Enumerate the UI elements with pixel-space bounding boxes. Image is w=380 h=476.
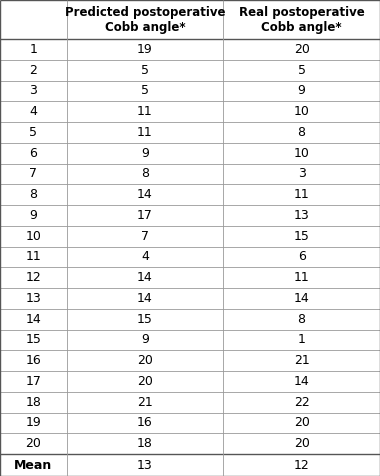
Text: 3: 3 [298, 168, 306, 180]
Text: 10: 10 [25, 230, 41, 243]
Text: 11: 11 [137, 126, 153, 139]
Text: 21: 21 [137, 396, 153, 409]
Text: 7: 7 [29, 168, 37, 180]
Text: 13: 13 [294, 209, 309, 222]
Text: 19: 19 [137, 43, 153, 56]
Text: 14: 14 [294, 375, 309, 388]
Text: 4: 4 [29, 105, 37, 118]
Text: Predicted postoperative
Cobb angle*: Predicted postoperative Cobb angle* [65, 6, 225, 33]
Text: 5: 5 [298, 64, 306, 77]
Text: 16: 16 [137, 416, 153, 429]
Text: 9: 9 [29, 209, 37, 222]
Text: 4: 4 [141, 250, 149, 263]
Text: 6: 6 [298, 250, 306, 263]
Text: Mean: Mean [14, 458, 52, 472]
Text: 20: 20 [137, 375, 153, 388]
Text: Real postoperative
Cobb angle*: Real postoperative Cobb angle* [239, 6, 364, 33]
Text: 11: 11 [294, 188, 309, 201]
Text: 19: 19 [25, 416, 41, 429]
Text: 8: 8 [141, 168, 149, 180]
Text: 9: 9 [141, 147, 149, 159]
Text: 13: 13 [25, 292, 41, 305]
Text: 20: 20 [137, 354, 153, 367]
Text: 22: 22 [294, 396, 309, 409]
Text: 21: 21 [294, 354, 309, 367]
Text: 5: 5 [29, 126, 37, 139]
Text: 15: 15 [25, 334, 41, 347]
Text: 15: 15 [294, 230, 310, 243]
Text: 17: 17 [137, 209, 153, 222]
Text: 3: 3 [29, 84, 37, 98]
Text: 7: 7 [141, 230, 149, 243]
Text: 1: 1 [298, 334, 306, 347]
Text: 18: 18 [137, 437, 153, 450]
Text: 8: 8 [29, 188, 37, 201]
Text: 20: 20 [294, 437, 310, 450]
Text: 11: 11 [294, 271, 309, 284]
Text: 12: 12 [294, 458, 309, 472]
Text: 8: 8 [298, 313, 306, 326]
Text: 16: 16 [25, 354, 41, 367]
Text: 11: 11 [25, 250, 41, 263]
Text: 5: 5 [141, 64, 149, 77]
Text: 9: 9 [298, 84, 306, 98]
Text: 10: 10 [294, 105, 310, 118]
Text: 2: 2 [29, 64, 37, 77]
Text: 20: 20 [25, 437, 41, 450]
Text: 18: 18 [25, 396, 41, 409]
Text: 14: 14 [137, 292, 153, 305]
Text: 17: 17 [25, 375, 41, 388]
Text: 20: 20 [294, 416, 310, 429]
Text: 9: 9 [141, 334, 149, 347]
Text: 14: 14 [137, 271, 153, 284]
Text: 14: 14 [294, 292, 309, 305]
Text: 10: 10 [294, 147, 310, 159]
Text: 14: 14 [25, 313, 41, 326]
Text: 15: 15 [137, 313, 153, 326]
Text: 20: 20 [294, 43, 310, 56]
Text: 5: 5 [141, 84, 149, 98]
Text: 14: 14 [137, 188, 153, 201]
Text: 13: 13 [137, 458, 153, 472]
Text: 1: 1 [29, 43, 37, 56]
Text: 8: 8 [298, 126, 306, 139]
Text: 11: 11 [137, 105, 153, 118]
Text: 12: 12 [25, 271, 41, 284]
Text: 6: 6 [29, 147, 37, 159]
